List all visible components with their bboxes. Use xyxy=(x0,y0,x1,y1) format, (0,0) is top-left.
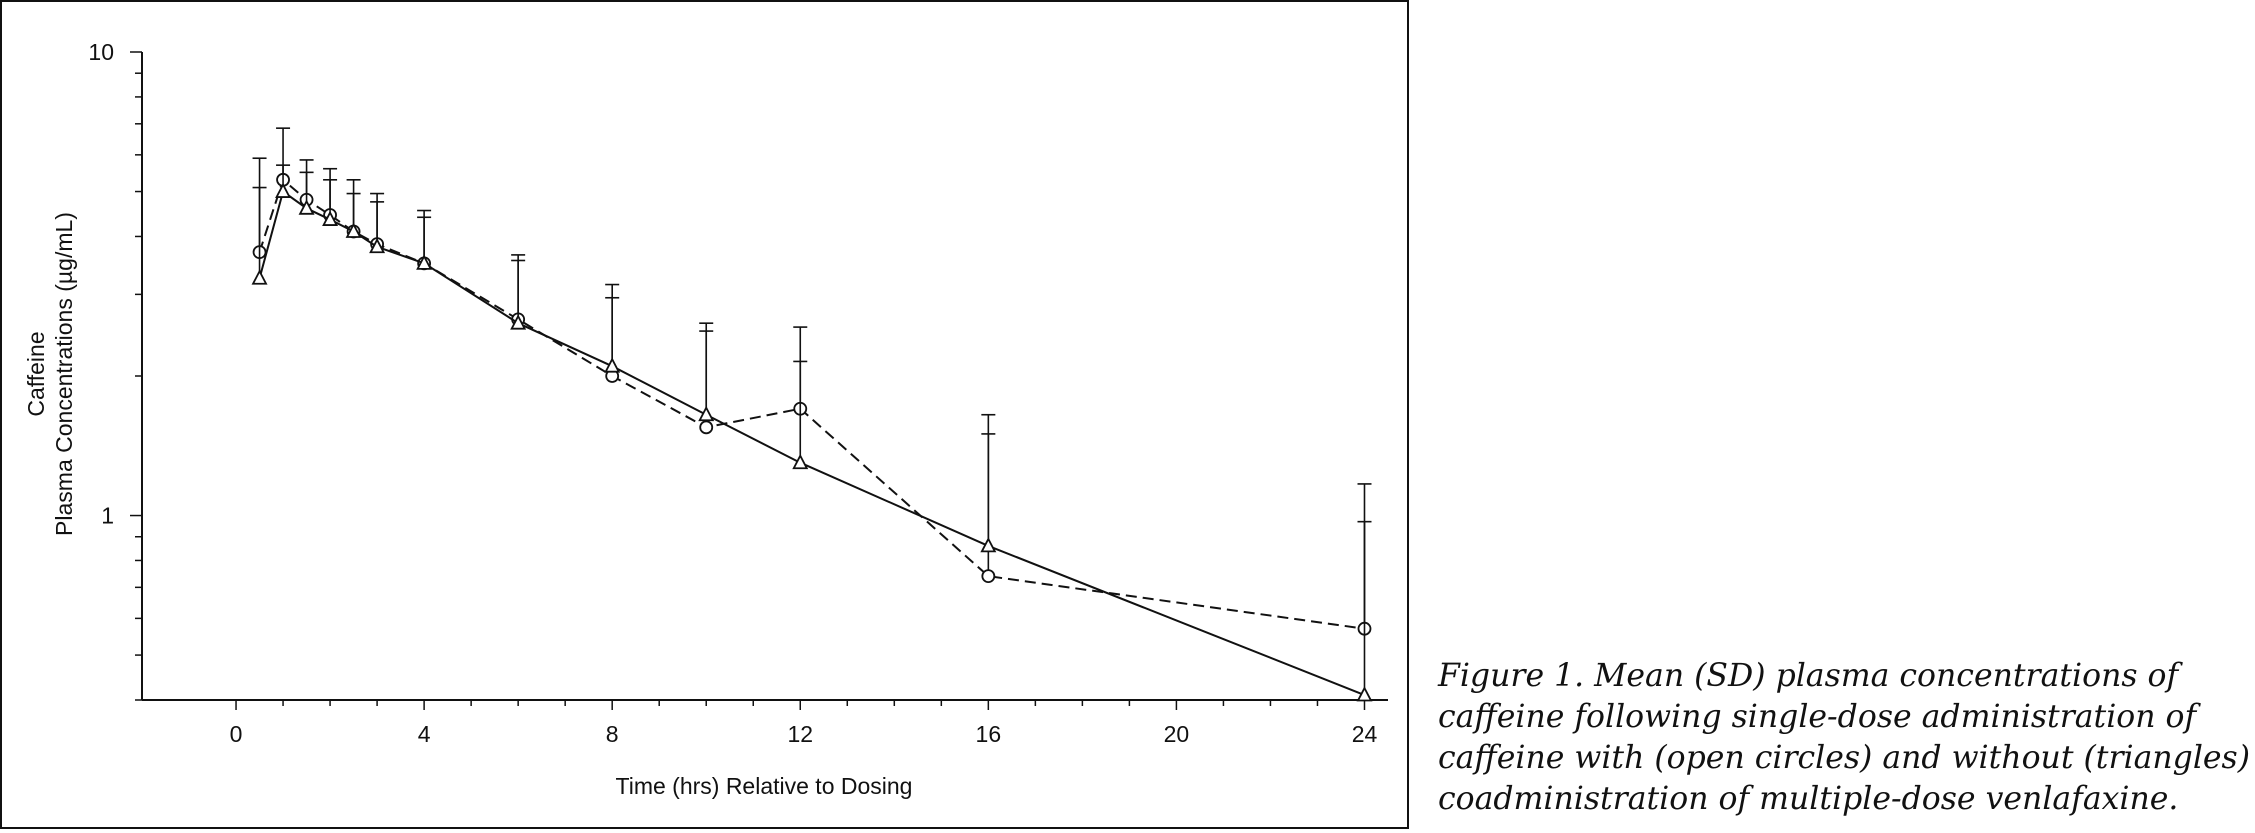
series-triangle xyxy=(251,164,1373,702)
y-axis-label: Plasma Concentrations (µg/mL) xyxy=(51,212,77,536)
data-point-triangle xyxy=(1356,686,1373,702)
data-point-triangle xyxy=(345,222,362,238)
x-axis-label: Time (hrs) Relative to Dosing xyxy=(616,773,913,799)
chart-frame: 0 4 8 12 16 20 24 1 10 Time (hrs) Relative to Dos… xyxy=(0,0,1409,829)
data-point-triangle xyxy=(792,453,809,470)
x-tick-label: 4 xyxy=(418,721,431,747)
x-tick-label: 16 xyxy=(976,721,1002,747)
data-point-triangle xyxy=(604,357,621,373)
data-point-triangle xyxy=(275,182,292,198)
caption-line: caffeine following single-dose administr… xyxy=(1438,699,2197,735)
y-tick-label: 10 xyxy=(88,39,114,65)
caption-line: caffeine with (open circles) and without… xyxy=(1438,740,2250,776)
figure-caption: Figure 1. Mean (SD) plasma concentration… xyxy=(1438,656,2253,820)
y-tick-label: 1 xyxy=(101,503,114,529)
data-point-triangle xyxy=(298,199,315,215)
chart: 0 4 8 12 16 20 24 1 10 Time (hrs) Relative to Dos… xyxy=(23,39,1388,799)
x-tick-label: 20 xyxy=(1164,721,1190,747)
caption-line: coadministration of multiple-dose venlaf… xyxy=(1438,781,2179,817)
caption-line: Figure 1. Mean (SD) plasma concentration… xyxy=(1438,658,2179,694)
data-point-triangle xyxy=(369,237,386,254)
data-point-triangle xyxy=(251,269,268,285)
x-tick-label: 24 xyxy=(1352,721,1378,747)
data-point-triangle xyxy=(980,536,997,553)
y-axis-label: Caffeine xyxy=(23,331,49,416)
data-point-triangle xyxy=(416,254,433,270)
x-tick-label: 0 xyxy=(230,721,243,747)
data-point-triangle xyxy=(698,405,715,422)
x-tick-label: 8 xyxy=(606,721,619,747)
data-point-circle xyxy=(699,420,714,435)
data-point-triangle xyxy=(322,210,339,226)
x-tick-label: 12 xyxy=(787,721,813,747)
series-line-circle xyxy=(258,178,1365,630)
data-point-triangle xyxy=(510,314,527,330)
data-point-circle xyxy=(981,569,996,584)
series-circle xyxy=(252,127,1372,636)
